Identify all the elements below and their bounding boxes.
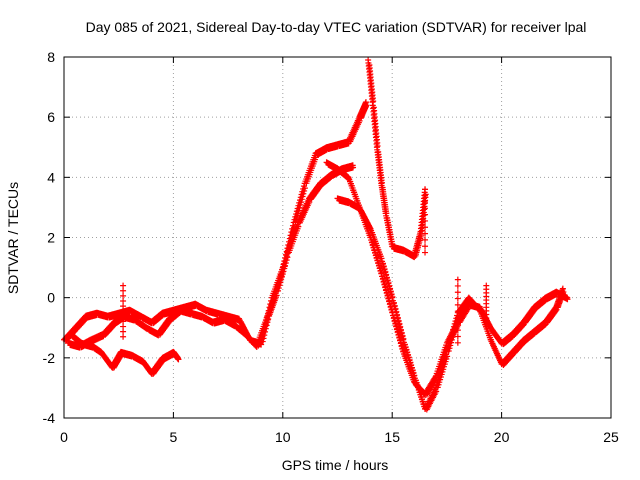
- spike-point: [454, 320, 461, 327]
- chart-title: Day 085 of 2021, Sidereal Day-to-day VTE…: [86, 19, 587, 35]
- data-point: [378, 270, 385, 277]
- spike-point: [454, 308, 461, 315]
- spike-point: [120, 313, 127, 320]
- y-tick-label: -4: [43, 410, 56, 426]
- spike-point: [454, 276, 461, 283]
- spike-point: [422, 249, 429, 256]
- x-tick-label: 5: [170, 429, 178, 445]
- spike-point: [422, 186, 429, 193]
- spike-point: [120, 287, 127, 294]
- spike-point: [120, 308, 127, 315]
- x-tick-label: 10: [275, 429, 291, 445]
- spike-point: [454, 301, 461, 308]
- spike-point: [422, 243, 429, 250]
- spike-point: [422, 192, 429, 199]
- y-tick-label: 2: [47, 230, 55, 246]
- spike-point: [120, 297, 127, 304]
- data-point: [559, 285, 566, 292]
- x-tick-label: 15: [384, 429, 400, 445]
- spike-point: [454, 339, 461, 346]
- data-point: [362, 99, 369, 106]
- data-point: [349, 162, 356, 169]
- spike-point: [422, 224, 429, 231]
- y-tick-label: 4: [47, 169, 55, 185]
- spike-point: [422, 205, 429, 212]
- spike-point: [454, 295, 461, 302]
- spike-point: [120, 333, 127, 340]
- spike-point: [454, 282, 461, 289]
- y-tick-label: 6: [47, 109, 55, 125]
- spike-point: [483, 282, 490, 289]
- spike-point: [454, 333, 461, 340]
- x-tick-label: 20: [494, 429, 510, 445]
- data-point: [564, 294, 571, 301]
- spike-point: [422, 230, 429, 237]
- spike-point: [120, 323, 127, 330]
- spike-point: [454, 289, 461, 296]
- spike-point: [422, 236, 429, 243]
- data-points: [61, 57, 571, 413]
- spike-point: [422, 199, 429, 206]
- data-point: [389, 294, 396, 301]
- y-tick-label: -2: [43, 350, 56, 366]
- spike-point: [454, 327, 461, 334]
- x-tick-label: 0: [60, 429, 68, 445]
- spike-point: [422, 211, 429, 218]
- spike-point: [422, 217, 429, 224]
- spike-point: [120, 292, 127, 299]
- x-axis-label: GPS time / hours: [282, 457, 389, 473]
- spike-point: [120, 303, 127, 310]
- spike-point: [120, 318, 127, 325]
- data-point: [378, 255, 385, 262]
- y-axis-label: SDTVAR / TECUs: [5, 182, 21, 294]
- axis-ticks: 0 5 10 15 20 25 -4 -2 0 2 4 6 8: [43, 49, 619, 445]
- data-point: [422, 191, 429, 198]
- data-point: [174, 354, 181, 361]
- x-tick-label: 25: [603, 429, 619, 445]
- spike-point: [120, 328, 127, 335]
- y-tick-label: 0: [47, 290, 55, 306]
- spike-point: [120, 282, 127, 289]
- spike-point: [454, 314, 461, 321]
- y-tick-label: 8: [47, 49, 55, 65]
